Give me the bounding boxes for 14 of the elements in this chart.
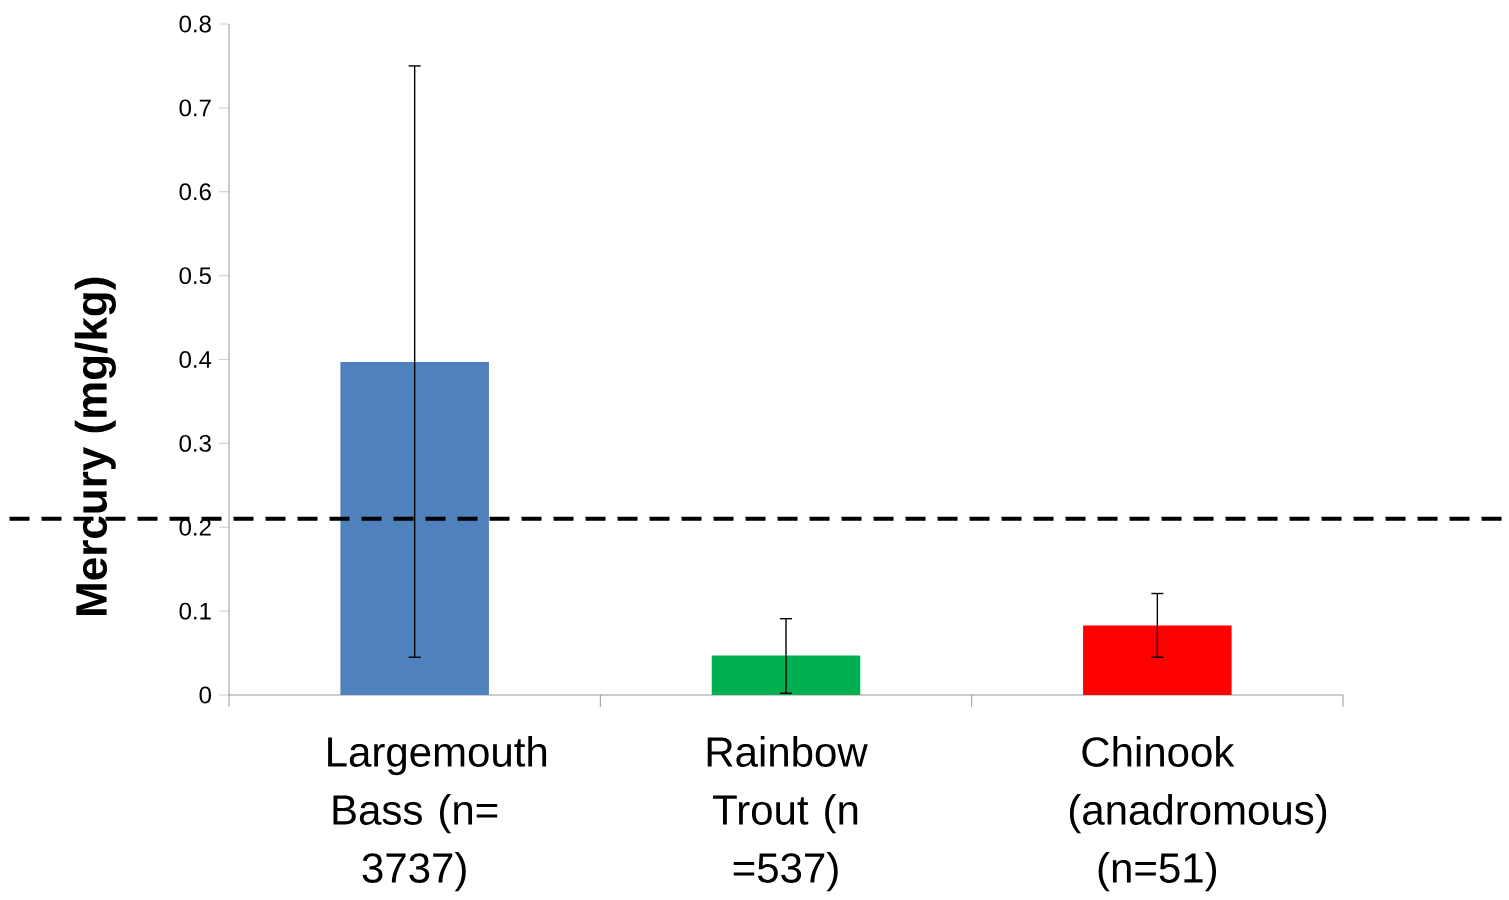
x-tick-label: Largemouth Bass (n= 3737) [328, 736, 547, 892]
bar [711, 655, 861, 695]
y-axis-title: Mercury (mg/kg) [74, 277, 116, 615]
y-tick-label: 0.6 [179, 183, 211, 201]
y-tick-label: 0.8 [179, 15, 211, 33]
x-tick-label: Chinook (anadromous) (n=51) [1069, 736, 1327, 892]
y-tick-label: 0.4 [179, 351, 212, 368]
x-tick-label: Rainbow Trout (n =537) [707, 736, 868, 892]
y-tick-label: 0.1 [179, 602, 211, 620]
y-tick-label: 0.5 [179, 267, 211, 285]
y-tick-label: 0.3 [179, 434, 211, 452]
y-tick-label: 0.7 [179, 99, 211, 117]
bar [1083, 625, 1232, 695]
y-tick-label: 0 [199, 686, 212, 704]
